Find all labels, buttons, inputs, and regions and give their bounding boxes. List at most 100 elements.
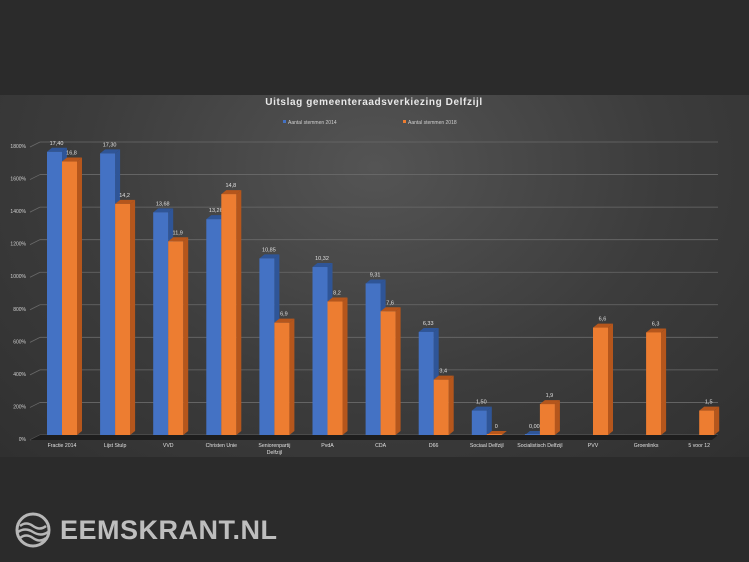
bar-top [168, 237, 189, 242]
bar-side [130, 199, 136, 435]
bar-side [714, 406, 720, 435]
data-label: 6,3 [652, 321, 660, 327]
bar-side [608, 323, 613, 435]
x-tick-label: Groenlinks [634, 443, 659, 449]
x-tick-label: PVV [588, 443, 599, 449]
bar-top [100, 149, 121, 154]
y-tick-label: 600% [13, 339, 26, 345]
gridline-depth [29, 174, 41, 180]
data-label: 11,9 [173, 230, 183, 236]
bar-side [342, 297, 348, 435]
data-label: 0 [495, 424, 498, 430]
bar-2014 [153, 212, 169, 435]
bar-top [153, 208, 174, 213]
bar-top [593, 323, 613, 328]
x-tick-label: Lijst Stulp [104, 443, 127, 449]
bar-2018 [221, 194, 237, 435]
x-tick-label: D66 [429, 443, 439, 449]
data-label: 14,2 [119, 193, 130, 199]
bar-chart: Uitslag gemeenteraadsverkiezing Delfzijl… [10, 97, 720, 456]
x-tick-label: Fractie 2014 [48, 443, 77, 449]
wave-logo-icon [15, 512, 51, 548]
bar-top [699, 406, 720, 411]
x-tick-label: Sociaal Delfzijl [470, 443, 504, 449]
bar-top [47, 147, 67, 152]
bar-2014 [100, 153, 116, 435]
gridline-depth [29, 336, 41, 343]
bar-top [646, 328, 667, 333]
bar-side [554, 400, 560, 435]
bar-top [274, 318, 295, 323]
x-tick-label: CDA [375, 443, 386, 449]
data-label: 1,50 [476, 400, 487, 406]
bar-top [471, 406, 492, 411]
bar-2014 [471, 410, 487, 435]
x-tick-label: VVD [163, 443, 174, 449]
data-label: 10,32 [315, 256, 329, 262]
x-tick-label: Delfzijl [267, 450, 282, 456]
data-label: 13,26 [209, 208, 223, 214]
bar-2018 [115, 203, 131, 435]
bar-2018 [327, 301, 343, 435]
bar-top [418, 327, 439, 332]
bar-2014 [524, 434, 540, 435]
bar-side [236, 190, 242, 435]
y-tick-label: 400% [13, 372, 26, 378]
chart-floor [30, 435, 718, 440]
bar-side [661, 328, 667, 435]
chart-title: Uitslag gemeenteraadsverkiezing Delfzijl [265, 97, 482, 108]
bar-2014 [47, 151, 62, 435]
data-label: 17,30 [103, 142, 117, 148]
data-label: 13,68 [156, 201, 170, 207]
data-label: 17,40 [50, 141, 64, 147]
eemskrant-logo: EEMSKRANT.NL [12, 512, 278, 548]
bar-2014 [365, 283, 381, 435]
bar-2014 [418, 331, 434, 435]
y-tick-label: 1200% [10, 242, 26, 248]
y-tick-label: 800% [13, 307, 26, 313]
bar-2014 [206, 219, 222, 435]
data-label: 8,2 [333, 291, 341, 297]
x-tick-label: Christen Unie [206, 443, 238, 449]
data-label: 3,4 [439, 369, 447, 375]
bar-2018 [646, 332, 662, 435]
bar-side [183, 237, 189, 435]
bar-2014 [312, 267, 328, 435]
gridline-depth [29, 239, 41, 246]
bar-top [312, 263, 333, 268]
gridline-depth [29, 271, 41, 278]
data-label: 0,00 [529, 424, 540, 430]
x-tick-label: 5 voor 12 [688, 443, 710, 449]
bar-side [486, 406, 492, 435]
bar-2018 [699, 410, 715, 435]
y-tick-label: 0% [19, 437, 27, 443]
data-label: 6,33 [423, 321, 434, 327]
gridline-depth [29, 141, 41, 148]
bar-side [448, 375, 454, 435]
data-label: 1,5 [705, 400, 713, 406]
chart-panel: Uitslag gemeenteraadsverkiezing Delfzijl… [0, 95, 749, 457]
legend-label: Aantal stemmen 2014 [288, 120, 337, 126]
gridline-depth [29, 206, 41, 213]
legend-marker [283, 120, 286, 123]
bar-2018 [168, 241, 184, 435]
bar-top [115, 199, 136, 204]
x-tick-label: Seniorenpartij [258, 443, 290, 449]
bar-2018 [433, 379, 449, 435]
data-label: 6,6 [599, 317, 607, 323]
bar-top [259, 254, 280, 259]
bar-top [221, 190, 242, 195]
x-tick-label: Socialistisch Delfzijl [517, 443, 562, 449]
y-tick-label: 1000% [10, 274, 26, 280]
y-tick-label: 1800% [10, 144, 26, 150]
data-label: 7,6 [386, 300, 394, 306]
bar-2018 [274, 322, 290, 435]
bar-2018 [380, 311, 396, 435]
data-label: 10,85 [262, 247, 276, 253]
bar-2018 [539, 404, 555, 435]
data-label: 6,9 [280, 312, 288, 318]
y-tick-label: 200% [13, 404, 26, 410]
bar-side [77, 157, 82, 435]
y-tick-label: 1600% [10, 177, 26, 183]
bar-side [289, 318, 295, 435]
